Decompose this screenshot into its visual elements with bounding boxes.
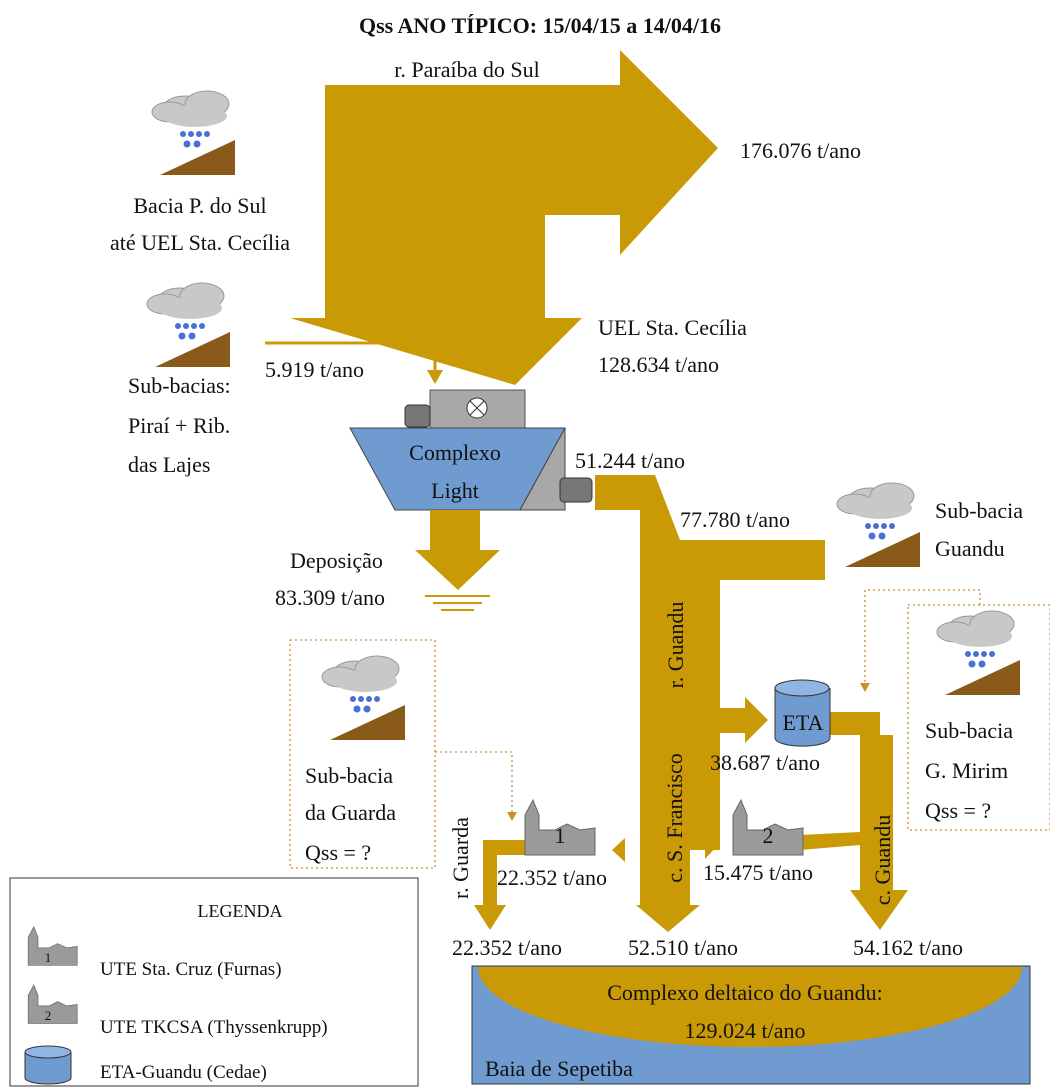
legend bbox=[9, 877, 419, 1087]
deposition-label: 83.309 t/ano bbox=[275, 585, 385, 610]
basin-label: Sub-bacias: bbox=[128, 373, 231, 398]
flow-label: 22.352 t/ano bbox=[497, 865, 607, 890]
delta-label: Complexo deltaico do Guandu: bbox=[607, 980, 883, 1005]
river-label: c. S. Francisco bbox=[662, 753, 687, 883]
flow-label: UEL Sta. Cecília bbox=[598, 315, 747, 340]
flow-deposition bbox=[415, 510, 500, 590]
title: Qss ANO TÍPICO: 15/04/15 a 14/04/16 bbox=[359, 13, 721, 38]
delta-label: 129.024 t/ano bbox=[685, 1018, 806, 1043]
eta-tank bbox=[774, 679, 830, 697]
arrowhead bbox=[860, 683, 870, 692]
river-label: r. Guandu bbox=[663, 602, 688, 689]
turbine bbox=[469, 400, 485, 416]
basin-label: Bacia P. do Sul bbox=[133, 193, 266, 218]
complex-label: Complexo bbox=[409, 440, 501, 465]
complex-label: Light bbox=[431, 478, 479, 503]
river-label: r. Guarda bbox=[448, 817, 473, 899]
legend-icon bbox=[24, 1052, 72, 1085]
basin-label: da Guarda bbox=[305, 800, 396, 825]
flow-ute2-in bbox=[690, 827, 720, 859]
flow-cguandu bbox=[830, 712, 908, 930]
dotted-box bbox=[289, 639, 436, 869]
basin-icon bbox=[151, 90, 236, 176]
basin-label: Sub-bacia bbox=[925, 718, 1013, 743]
legend-title: LEGENDA bbox=[198, 901, 283, 921]
deposition-label: Deposição bbox=[290, 548, 383, 573]
ute-label: 1 bbox=[555, 823, 566, 848]
pipe bbox=[404, 404, 431, 428]
ground bbox=[425, 595, 490, 611]
flow-label: 51.244 t/ano bbox=[575, 448, 685, 473]
flow-label: 15.475 t/ano bbox=[703, 860, 813, 885]
flow-label: 128.634 t/ano bbox=[598, 352, 719, 377]
legend-icon-label: 2 bbox=[45, 1008, 52, 1023]
basin-icon bbox=[936, 610, 1021, 696]
basin-label: Qss = ? bbox=[305, 840, 371, 865]
arrowhead bbox=[427, 370, 443, 384]
flow-guarda bbox=[474, 840, 525, 930]
basin-label: das Lajes bbox=[128, 452, 210, 477]
basin-icon bbox=[836, 482, 921, 568]
legend-icon-label: 1 bbox=[45, 950, 52, 965]
bay-label: Baia de Sepetiba bbox=[485, 1056, 633, 1081]
basin-label: Sub-bacia bbox=[305, 763, 393, 788]
flow-guandu bbox=[595, 475, 768, 862]
river-label: r. Paraíba do Sul bbox=[394, 57, 539, 82]
basin-label: Sub-bacia bbox=[935, 498, 1023, 523]
ute-label: 2 bbox=[763, 823, 774, 848]
basin-label: até UEL Sta. Cecília bbox=[110, 230, 290, 255]
legend-label: ETA-Guandu (Cedae) bbox=[100, 1062, 267, 1083]
basin-icon bbox=[321, 655, 406, 741]
basin-label: G. Mirim bbox=[925, 758, 1008, 783]
basin-label: Guandu bbox=[935, 536, 1005, 561]
legend-label: UTE TKCSA (Thyssenkrupp) bbox=[100, 1017, 328, 1038]
flow-label: 77.780 t/ano bbox=[680, 507, 790, 532]
eta-label: ETA bbox=[782, 710, 823, 735]
basin-label: Qss = ? bbox=[925, 798, 991, 823]
delta bbox=[478, 967, 1022, 1047]
arrowhead bbox=[507, 812, 517, 821]
flow-ute2-out bbox=[800, 832, 860, 850]
eta-tank bbox=[774, 688, 831, 747]
basin-icon bbox=[146, 282, 231, 368]
outlet-label: 52.510 t/ano bbox=[628, 935, 738, 960]
basin-label: Piraí + Rib. bbox=[128, 413, 230, 438]
dotted-link bbox=[435, 751, 513, 815]
outlet-label: 22.352 t/ano bbox=[452, 935, 562, 960]
outlet-label: 54.162 t/ano bbox=[853, 935, 963, 960]
flow-label: 5.919 t/ano bbox=[265, 357, 364, 382]
flow-label: 38.687 t/ano bbox=[710, 750, 820, 775]
flow-label: 176.076 t/ano bbox=[740, 138, 861, 163]
flow-guandu-sub bbox=[680, 540, 825, 580]
river-label: c. Guandu bbox=[870, 815, 895, 905]
generator bbox=[519, 427, 566, 511]
pipe bbox=[559, 477, 593, 503]
legend-icon bbox=[24, 1045, 72, 1059]
dotted-box bbox=[907, 604, 1050, 831]
flow-paraiba bbox=[290, 50, 718, 385]
flow-pirai bbox=[265, 341, 437, 372]
legend-label: UTE Sta. Cruz (Furnas) bbox=[100, 959, 282, 980]
flow-sfrancisco bbox=[636, 850, 700, 932]
